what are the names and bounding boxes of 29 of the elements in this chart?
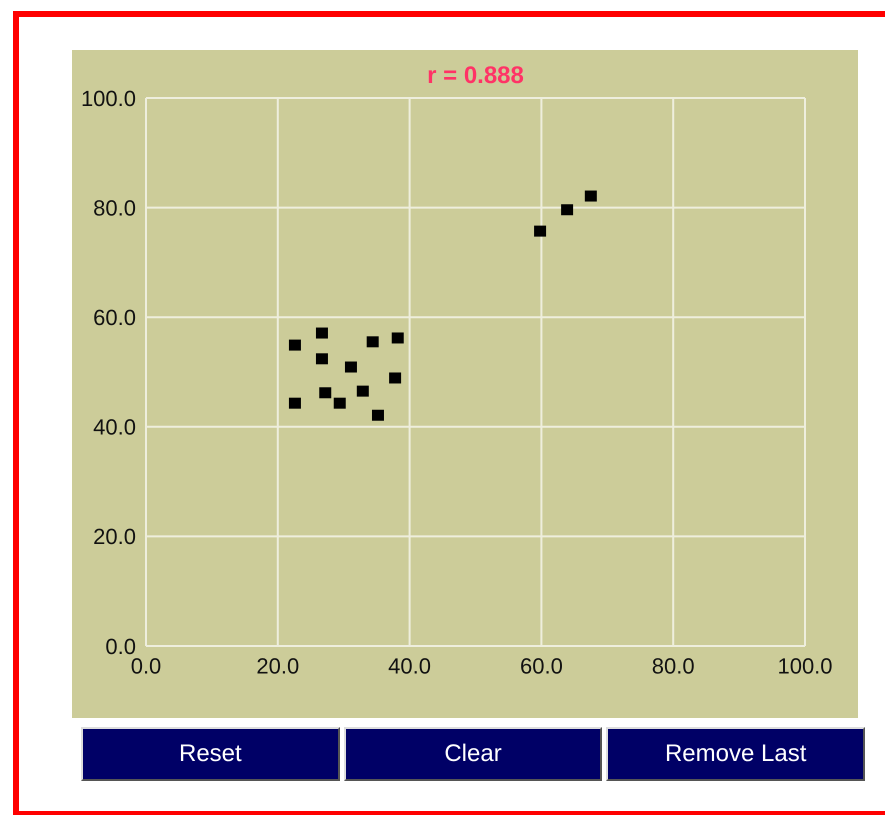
y-tick-label: 20.0 bbox=[93, 524, 136, 550]
point bbox=[288, 398, 301, 409]
button[interactable]: Remove Last bbox=[606, 727, 866, 781]
chart-title: r = 0.888 bbox=[426, 62, 525, 90]
x-tick-label: 40.0 bbox=[388, 654, 432, 679]
point bbox=[366, 336, 379, 348]
point bbox=[561, 204, 574, 216]
point bbox=[372, 410, 384, 421]
point bbox=[392, 332, 404, 344]
x-tick-label: 60.0 bbox=[520, 654, 563, 679]
y-tick-label: 80.0 bbox=[93, 195, 136, 220]
point bbox=[334, 398, 346, 409]
x-tick-label: 100.0 bbox=[777, 654, 833, 679]
point bbox=[534, 226, 546, 237]
point bbox=[389, 372, 402, 384]
y-tick-label: 60.0 bbox=[93, 305, 136, 330]
x-tick-label: 80.0 bbox=[652, 654, 695, 679]
point bbox=[316, 328, 328, 339]
point bbox=[356, 386, 369, 397]
y-tick-label: 100.0 bbox=[80, 86, 136, 111]
y-tick-label: 40.0 bbox=[93, 414, 136, 440]
point bbox=[288, 340, 301, 351]
button[interactable]: Reset bbox=[81, 727, 340, 781]
point bbox=[316, 353, 328, 364]
point bbox=[344, 362, 357, 373]
button[interactable]: Clear bbox=[344, 727, 602, 781]
point bbox=[319, 387, 332, 398]
x-tick-label: 20.0 bbox=[256, 654, 300, 679]
point bbox=[584, 190, 597, 202]
